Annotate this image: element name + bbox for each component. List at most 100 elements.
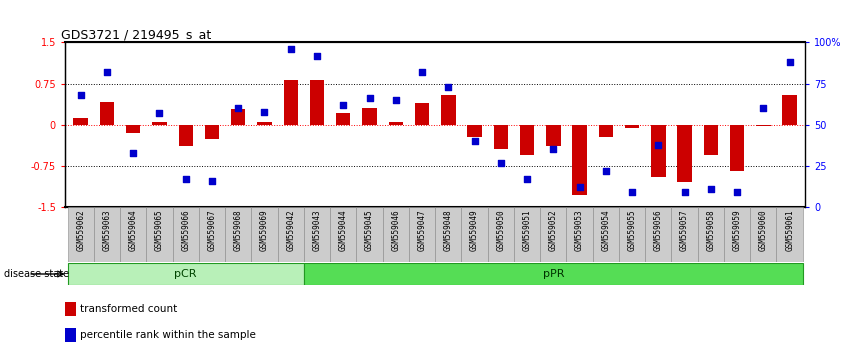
Text: pCR: pCR	[174, 269, 197, 279]
Text: GSM559043: GSM559043	[313, 210, 321, 251]
Point	[651, 142, 665, 147]
Bar	[540, 207, 566, 262]
Point	[442, 84, 456, 90]
Bar	[651, 125, 666, 177]
Bar	[494, 125, 508, 149]
Text: GSM559042: GSM559042	[287, 210, 295, 251]
Bar	[724, 207, 750, 262]
Bar	[383, 207, 409, 262]
Point	[494, 160, 507, 165]
Bar	[520, 125, 534, 155]
Point	[231, 105, 245, 111]
Text: GSM559065: GSM559065	[155, 210, 164, 251]
Text: GSM559068: GSM559068	[234, 210, 242, 251]
Bar	[782, 95, 797, 125]
Bar	[231, 109, 245, 125]
Bar	[152, 122, 166, 125]
Bar	[704, 125, 718, 155]
Bar	[94, 207, 120, 262]
Bar	[310, 80, 324, 125]
Point	[336, 102, 350, 108]
Bar	[304, 207, 330, 262]
Bar	[283, 80, 298, 125]
Point	[625, 189, 639, 195]
Bar	[750, 207, 777, 262]
Bar	[330, 207, 357, 262]
Bar	[257, 122, 272, 125]
Point	[572, 184, 586, 190]
Text: GSM559047: GSM559047	[417, 210, 427, 251]
Point	[678, 189, 692, 195]
Text: GSM559060: GSM559060	[759, 210, 768, 251]
Point	[100, 69, 114, 75]
Bar	[65, 328, 76, 342]
Text: GSM559059: GSM559059	[733, 210, 741, 251]
Bar	[68, 263, 304, 285]
Text: GSM559049: GSM559049	[470, 210, 479, 251]
Point	[152, 110, 166, 116]
Text: disease state: disease state	[4, 269, 69, 279]
Text: GSM559061: GSM559061	[785, 210, 794, 251]
Bar	[468, 125, 481, 137]
Text: GSM559064: GSM559064	[129, 210, 138, 251]
Point	[546, 147, 560, 152]
Bar	[68, 207, 94, 262]
Bar	[645, 207, 671, 262]
Text: GSM559067: GSM559067	[208, 210, 216, 251]
Bar	[65, 302, 76, 316]
Point	[257, 109, 271, 114]
Point	[468, 138, 481, 144]
Text: percentile rank within the sample: percentile rank within the sample	[80, 330, 256, 340]
Text: GSM559053: GSM559053	[575, 210, 584, 251]
Bar	[435, 207, 462, 262]
Text: GSM559048: GSM559048	[443, 210, 453, 251]
Bar	[671, 207, 698, 262]
Bar	[199, 207, 225, 262]
Bar	[730, 125, 745, 171]
Bar	[546, 125, 560, 145]
Bar	[619, 207, 645, 262]
Bar	[146, 207, 172, 262]
Bar	[441, 95, 456, 125]
Bar	[225, 207, 251, 262]
Bar	[572, 125, 587, 195]
Bar	[462, 207, 488, 262]
Bar	[409, 207, 435, 262]
Text: GSM559046: GSM559046	[391, 210, 400, 251]
Bar	[100, 102, 114, 125]
Bar	[126, 125, 140, 133]
Text: GSM559052: GSM559052	[549, 210, 558, 251]
Bar	[777, 207, 803, 262]
Point	[126, 150, 140, 156]
Text: GSM559063: GSM559063	[102, 210, 112, 251]
Bar	[278, 207, 304, 262]
Text: pPR: pPR	[543, 269, 564, 279]
Bar	[625, 125, 639, 127]
Bar	[304, 263, 803, 285]
Bar	[336, 113, 351, 125]
Point	[310, 53, 324, 58]
Text: GSM559054: GSM559054	[601, 210, 611, 251]
Point	[756, 105, 770, 111]
Text: GSM559044: GSM559044	[339, 210, 348, 251]
Bar	[756, 125, 771, 126]
Point	[74, 92, 87, 98]
Bar	[566, 207, 592, 262]
Bar	[74, 118, 88, 125]
Text: GSM559069: GSM559069	[260, 210, 269, 251]
Bar	[488, 207, 514, 262]
Bar	[389, 122, 403, 125]
Point	[520, 176, 534, 182]
Text: transformed count: transformed count	[80, 304, 178, 314]
Text: GSM559056: GSM559056	[654, 210, 662, 251]
Text: GSM559050: GSM559050	[496, 210, 505, 251]
Text: GSM559051: GSM559051	[522, 210, 532, 251]
Bar	[204, 125, 219, 138]
Bar	[362, 108, 377, 125]
Point	[389, 97, 403, 103]
Text: GDS3721 / 219495_s_at: GDS3721 / 219495_s_at	[61, 28, 211, 41]
Point	[415, 69, 429, 75]
Point	[599, 168, 613, 174]
Bar	[415, 103, 430, 125]
Bar	[598, 125, 613, 137]
